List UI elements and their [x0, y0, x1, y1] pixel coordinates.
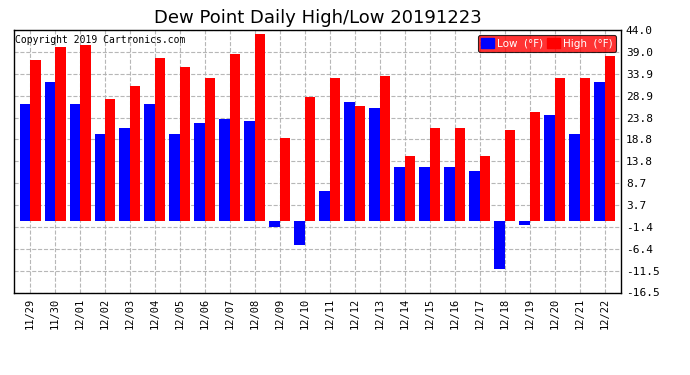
Bar — [295, 221, 305, 245]
Bar — [45, 82, 55, 221]
Text: Copyright 2019 Cartronics.com: Copyright 2019 Cartronics.com — [15, 35, 186, 45]
Bar — [319, 190, 330, 221]
Bar — [555, 78, 565, 221]
Bar — [330, 78, 340, 221]
Bar — [520, 221, 530, 225]
Bar — [219, 119, 230, 221]
Bar — [480, 156, 491, 221]
Bar — [494, 221, 505, 268]
Bar — [344, 102, 355, 221]
Bar — [455, 128, 465, 221]
Bar — [269, 221, 280, 227]
Bar — [594, 82, 604, 221]
Bar — [19, 104, 30, 221]
Bar — [244, 121, 255, 221]
Bar — [420, 166, 430, 221]
Bar — [380, 75, 391, 221]
Bar — [580, 78, 590, 221]
Bar — [444, 166, 455, 221]
Bar — [405, 156, 415, 221]
Bar — [170, 134, 180, 221]
Bar — [205, 78, 215, 221]
Title: Dew Point Daily High/Low 20191223: Dew Point Daily High/Low 20191223 — [154, 9, 482, 27]
Bar — [230, 54, 240, 221]
Bar — [105, 99, 115, 221]
Legend: Low  (°F), High  (°F): Low (°F), High (°F) — [478, 35, 615, 52]
Bar — [604, 56, 615, 221]
Bar — [355, 106, 366, 221]
Bar — [155, 58, 166, 221]
Bar — [305, 97, 315, 221]
Bar — [95, 134, 105, 221]
Bar — [119, 128, 130, 221]
Bar — [195, 123, 205, 221]
Bar — [255, 34, 266, 221]
Bar — [369, 108, 380, 221]
Bar — [55, 47, 66, 221]
Bar — [395, 166, 405, 221]
Bar — [569, 134, 580, 221]
Bar — [30, 60, 41, 221]
Bar — [530, 112, 540, 221]
Bar — [130, 86, 141, 221]
Bar — [180, 67, 190, 221]
Bar — [144, 104, 155, 221]
Bar — [280, 138, 290, 221]
Bar — [469, 171, 480, 221]
Bar — [544, 115, 555, 221]
Bar — [505, 130, 515, 221]
Bar — [70, 104, 80, 221]
Bar — [80, 45, 90, 221]
Bar — [430, 128, 440, 221]
